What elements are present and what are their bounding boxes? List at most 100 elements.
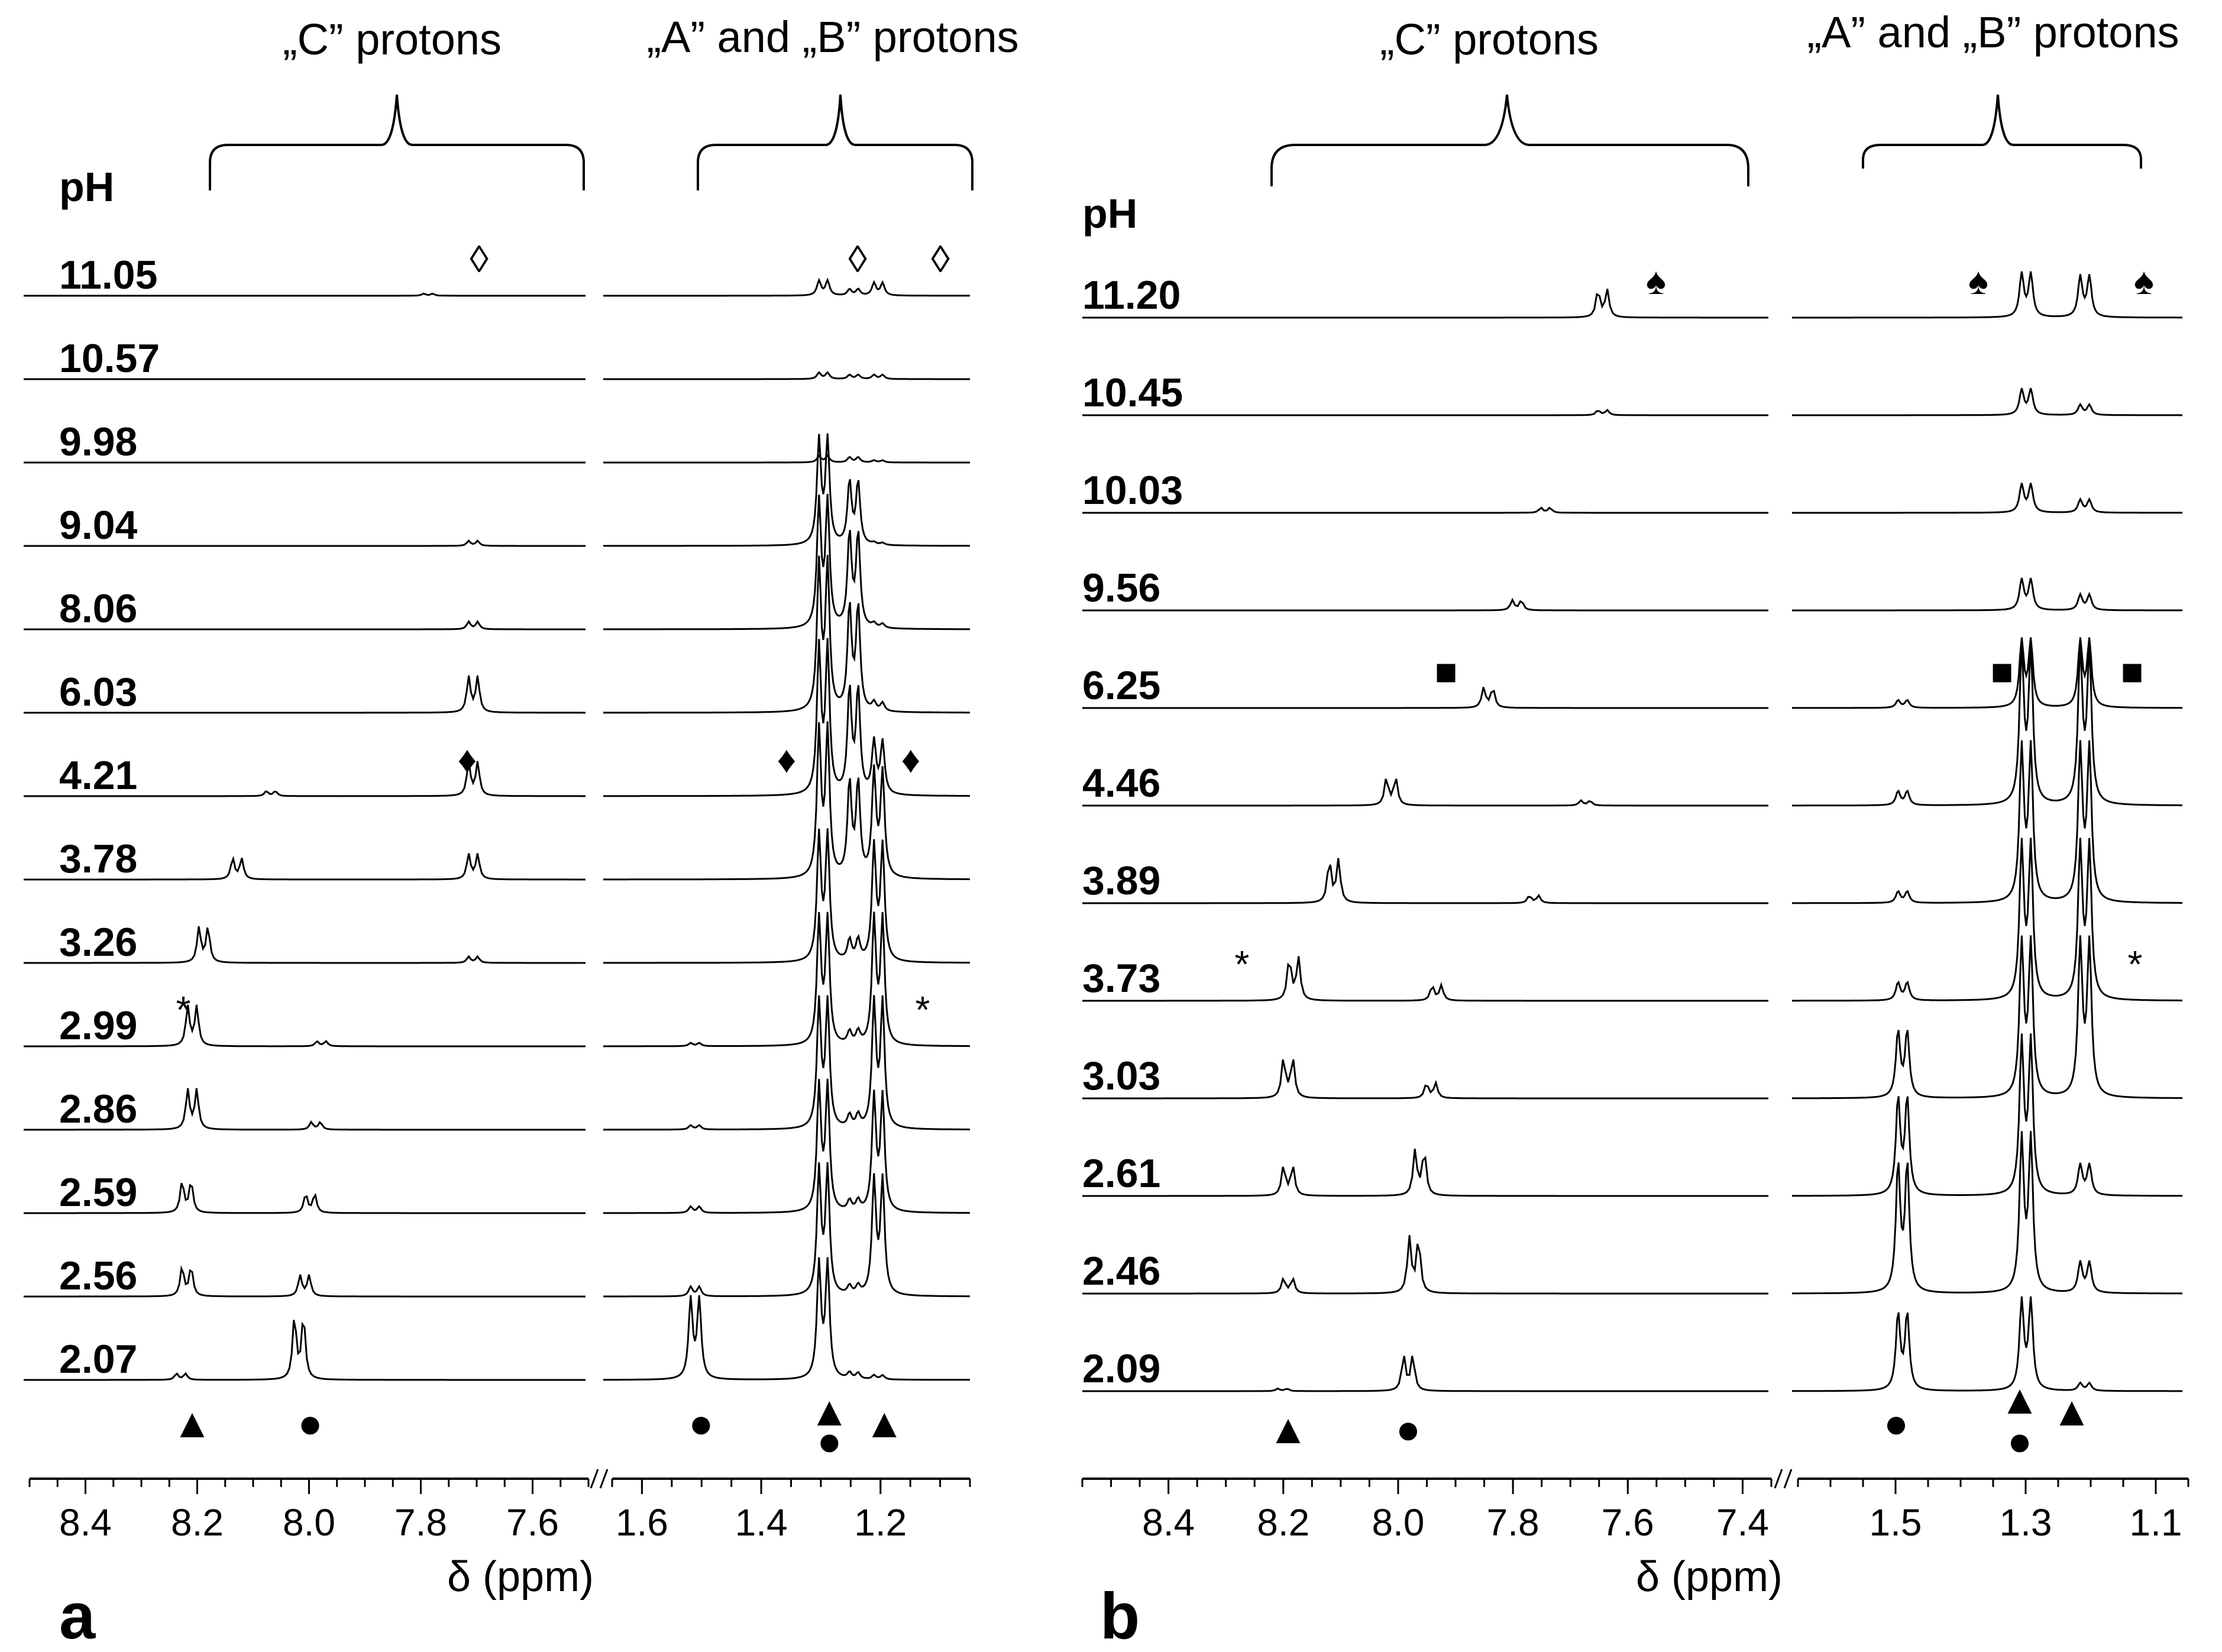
markers-b: ♠ ♠ ♠■ ■ ■* *▲ ● ●▲●▲ [1235, 260, 2154, 1464]
ph-row-label: 6.25 [1082, 663, 1160, 708]
ph-row-label: 2.56 [59, 1253, 137, 1298]
spectrum-trace-ab [1792, 1131, 2182, 1295]
spectrum-trace-ab [603, 1078, 970, 1214]
panel-label-a: a [59, 1580, 96, 1652]
triangle-marker: ▲ [809, 1388, 850, 1434]
ph-row-label: 2.86 [59, 1087, 137, 1131]
row-labels-b: 11.20 10.45 10.03 9.56 6.25 4.46 3.89 3.73 3.03 2… [1082, 273, 1183, 1391]
peak-marker-open-diamond: ◊ [931, 238, 950, 280]
circle-marker: ● [2007, 1418, 2032, 1464]
ph-row-label: 2.99 [59, 1003, 137, 1048]
x-axis-b: 8.4 8.2 8.0 7.8 7.6 7.4 1.5 1.3 1.1 [1081, 1469, 2189, 1544]
ph-row-label: 3.26 [59, 920, 137, 965]
peak-marker-asterisk: * [176, 988, 191, 1031]
ph-row-label: 10.45 [1082, 370, 1183, 415]
ph-row-label: 10.57 [59, 336, 160, 381]
axis-break-mark [590, 1469, 599, 1489]
axis-break-mark [599, 1469, 609, 1489]
ph-row-label: 3.78 [59, 836, 137, 881]
peak-marker-asterisk: * [2128, 943, 2143, 985]
ph-header: pH [59, 164, 114, 210]
spectrum-trace-c [24, 1320, 586, 1381]
axis-tick-label: 7.8 [1487, 1501, 1539, 1544]
spectrum-trace-c [1082, 687, 1768, 709]
ph-row-label: 4.46 [1082, 761, 1160, 806]
ph-row-label: 11.20 [1082, 273, 1180, 318]
circle-marker: ● [297, 1400, 322, 1446]
group-label-c-protons: „C” protons [283, 15, 502, 64]
spectrum-trace-ab [1792, 483, 2182, 514]
spectrum-trace-c [24, 292, 586, 297]
axis-tick-label: 7.4 [1716, 1501, 1769, 1544]
peak-marker-open-diamond: ◊ [848, 238, 867, 280]
spectrum-trace-ab [603, 638, 970, 797]
spectrum-trace-ab [603, 1162, 970, 1298]
ph-row-label: 11.05 [59, 253, 157, 298]
ph-row-label: 3.89 [1082, 858, 1160, 903]
traces-b [1082, 271, 2182, 1392]
triangle-marker: ▲ [1999, 1376, 2040, 1423]
axis-tick-label: 1.5 [1870, 1501, 1922, 1544]
axis-tick-label: 7.8 [394, 1501, 447, 1544]
peak-marker-spade: ♠ [2134, 260, 2154, 302]
panel-label-b: b [1100, 1580, 1140, 1652]
spectrum-trace-c [24, 926, 586, 964]
spectrum-trace-ab [603, 721, 970, 881]
triangle-marker: ▲ [864, 1400, 905, 1446]
axis-tick-label: 8.4 [59, 1501, 112, 1544]
spectrum-trace-ab [603, 995, 970, 1131]
peak-marker-asterisk: * [916, 988, 930, 1031]
peak-marker-filled-diamond: ♦ [777, 738, 797, 781]
axis-tick-label: 1.3 [2000, 1501, 2052, 1544]
axis-tick-label: 8.2 [1257, 1501, 1309, 1544]
spectrum-trace-ab [1792, 935, 2182, 1100]
ph-row-label: 3.73 [1082, 956, 1160, 1001]
ph-row-label: 8.06 [59, 586, 137, 631]
peak-marker-filled-square: ■ [1435, 650, 1458, 693]
spectrum-trace-ab [603, 371, 970, 380]
spectrum-trace-c [1082, 956, 1768, 1002]
axis-break-mark [1783, 1469, 1793, 1489]
spectrum-trace-c [24, 1088, 586, 1131]
axis-tick-label: 1.2 [854, 1501, 907, 1544]
group-label-ab-protons-b: „A” and „B” protons [1807, 8, 2179, 57]
x-axis-a: 8.4 8.2 8.0 7.8 7.6 1.6 1.4 1.2 [28, 1469, 971, 1544]
spectrum-trace-c [1082, 288, 1768, 319]
ph-row-label: 2.07 [59, 1337, 137, 1382]
peak-marker-spade: ♠ [1968, 260, 1988, 302]
row-labels-a: 11.05 10.57 9.98 9.04 8.06 6.03 4.21 3.78 3.26 2.… [59, 253, 160, 1382]
spectrum-trace-ab [1792, 1033, 2182, 1197]
panel-a: „C” protons „A” and „B” protons pH 11.05… [24, 12, 1019, 1652]
spectrum-trace-c [24, 1182, 586, 1214]
spectrum-trace-c [24, 1004, 586, 1048]
peak-marker-filled-square: ■ [1991, 650, 2014, 693]
spectrum-trace-ab [603, 828, 970, 964]
spectrum-trace-c [1082, 1149, 1768, 1197]
spectrum-trace-c [1082, 1356, 1768, 1392]
spectrum-trace-c [1082, 1235, 1768, 1295]
spectrum-trace-ab [1792, 838, 2182, 1002]
spectrum-trace-ab [1792, 387, 2182, 416]
ph-row-label: 6.03 [59, 670, 137, 715]
axis-tick-label: 8.0 [283, 1501, 335, 1544]
ph-row-label: 2.61 [1082, 1151, 1160, 1196]
spectrum-trace-c [24, 539, 586, 547]
spectrum-trace-ab [603, 1257, 971, 1381]
markers-a: ◊ ◊ ◊♦ ♦ ♦* *▲ ● ● ▲● ▲ [172, 238, 950, 1464]
axis-tick-label: 7.6 [1602, 1501, 1654, 1544]
spectrum-trace-c [24, 1265, 586, 1298]
traces-a [24, 277, 971, 1381]
peak-marker-asterisk: * [1235, 943, 1250, 985]
spectrum-trace-ab [603, 277, 970, 297]
spectrum-trace-c [1082, 408, 1768, 416]
bracket-ab-protons-a [697, 94, 973, 190]
ph-row-label: 2.59 [59, 1170, 137, 1215]
peak-marker-filled-diamond: ♦ [458, 738, 477, 781]
spectrum-trace-ab [1792, 637, 2182, 709]
axis-tick-label: 7.6 [506, 1501, 559, 1544]
circle-marker: ● [817, 1418, 842, 1464]
spectrum-trace-c [1082, 858, 1768, 904]
spectrum-trace-ab [603, 433, 970, 547]
peak-marker-open-diamond: ◊ [470, 238, 489, 280]
panel-b: „C” protons „A” and „B” protons pH 11.20… [1081, 8, 2189, 1652]
